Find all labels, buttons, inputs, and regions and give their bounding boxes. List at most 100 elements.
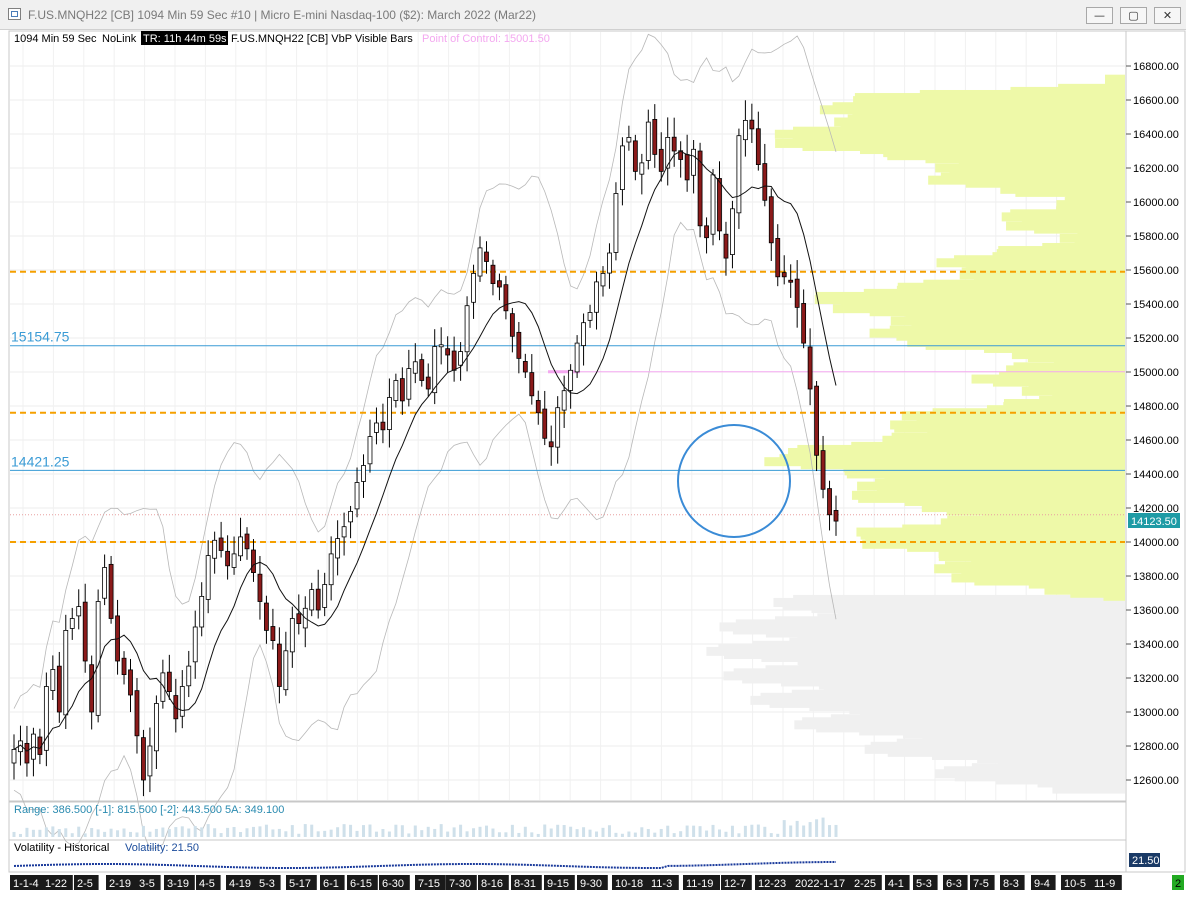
x-tick-label: 12-7 [724,878,746,890]
range-bar [413,825,417,837]
range-bar [161,827,165,837]
candle-body [95,601,101,716]
x-tick-box [683,875,720,890]
candle-body [600,272,606,287]
candle-body [814,385,819,456]
range-bar [821,817,825,837]
candle-body [153,703,159,752]
x-tick-box [851,875,882,890]
candle-body [399,378,405,402]
volatility-value: Volatility: 21.50 [125,842,199,854]
candle-body [807,346,813,390]
candle-body [736,135,742,214]
range-bar [193,826,197,837]
candle-body [801,303,807,344]
range-bar [575,829,579,837]
candle-body [218,537,224,551]
candle-body [438,344,444,348]
range-bar [420,830,424,837]
range-bar [426,826,430,837]
x-tick-box [415,875,446,890]
volume-profile-bar [1058,83,1125,93]
candle-body [296,613,302,624]
range-bar [569,826,573,837]
range-bar [25,827,29,837]
link-label[interactable]: NoLink [102,33,137,45]
x-tick-box [721,875,752,890]
price-chart[interactable]: 15154.75 14421.25 16800.00 16600.00 16400.0… [0,30,1186,900]
range-text: Range: 386.500 [-1]: 815.500 [-2]: 443.5… [14,804,284,816]
range-bar [530,832,534,837]
x-tick-label: 3-5 [139,878,155,890]
candle-body [205,555,211,600]
candle-body [464,305,470,353]
range-bar [737,833,741,837]
y-tick-label: 16000.00 [1133,197,1179,209]
candle-body [425,376,431,390]
candle-body [555,407,561,448]
price-scale[interactable] [1125,30,1186,873]
range-bar [769,833,773,837]
range-bar [264,824,268,837]
y-tick-label: 12800.00 [1133,741,1179,753]
candle-body [665,137,671,169]
y-tick-label: 13800.00 [1133,571,1179,583]
range-bar [484,825,488,837]
range-bar [64,828,68,837]
x-tick-box [970,875,995,890]
circle-annotation[interactable] [677,424,791,538]
candle-body [445,348,451,356]
y-tick-label: 16400.00 [1133,129,1179,141]
candle-body [626,137,632,143]
candle-body [762,163,768,201]
range-bar [174,827,178,837]
range-bar [12,831,16,837]
y-tick-label: 15400.00 [1133,299,1179,311]
candle-body [76,606,82,617]
level-label: 15154.75 [11,329,70,345]
timer-label: TR: 11h 44m 59s [143,33,227,45]
candle-body [24,742,30,764]
maximize-button[interactable]: ▢ [1120,7,1147,24]
candle-body [497,280,502,288]
candle-body [341,526,347,538]
candle-body [652,119,658,155]
x-tick-box [74,875,99,890]
range-bar [666,825,670,837]
candle-body [406,368,412,400]
close-button[interactable]: ✕ [1154,7,1181,24]
candle-body [335,538,341,559]
x-tick-box [943,875,968,890]
x-tick-label: 1-22 [45,878,67,890]
candle-body [348,510,353,523]
volatility-badge: 21.50 [1132,855,1160,867]
candle-body [678,150,684,160]
range-bar [627,831,631,837]
candle-body [723,233,729,259]
candle-body [160,672,166,702]
volume-profile-bar [1105,74,1125,84]
x-tick-label: 7-30 [449,878,471,890]
x-tick-box [286,875,317,890]
range-bar [582,827,586,837]
candle-body [276,643,282,687]
x-tick-box [320,875,345,890]
candle-body [542,408,548,439]
x-tick-box [544,875,575,890]
range-bar [802,825,806,837]
range-bar [601,827,605,837]
candle-body [322,584,328,608]
x-tick-label: 8-16 [481,878,503,890]
range-bar [504,832,508,837]
range-bar [355,830,359,837]
candle-body [749,119,755,130]
candle-body [432,346,438,394]
x-tick-box [885,875,910,890]
x-tick-box [106,875,137,890]
y-tick-label: 14600.00 [1133,435,1179,447]
range-bar [290,825,294,837]
minimize-button[interactable]: — [1086,7,1113,24]
candle-body [697,150,703,227]
x-tick-label: 6-15 [350,878,372,890]
x-tick-label: 7-15 [418,878,440,890]
